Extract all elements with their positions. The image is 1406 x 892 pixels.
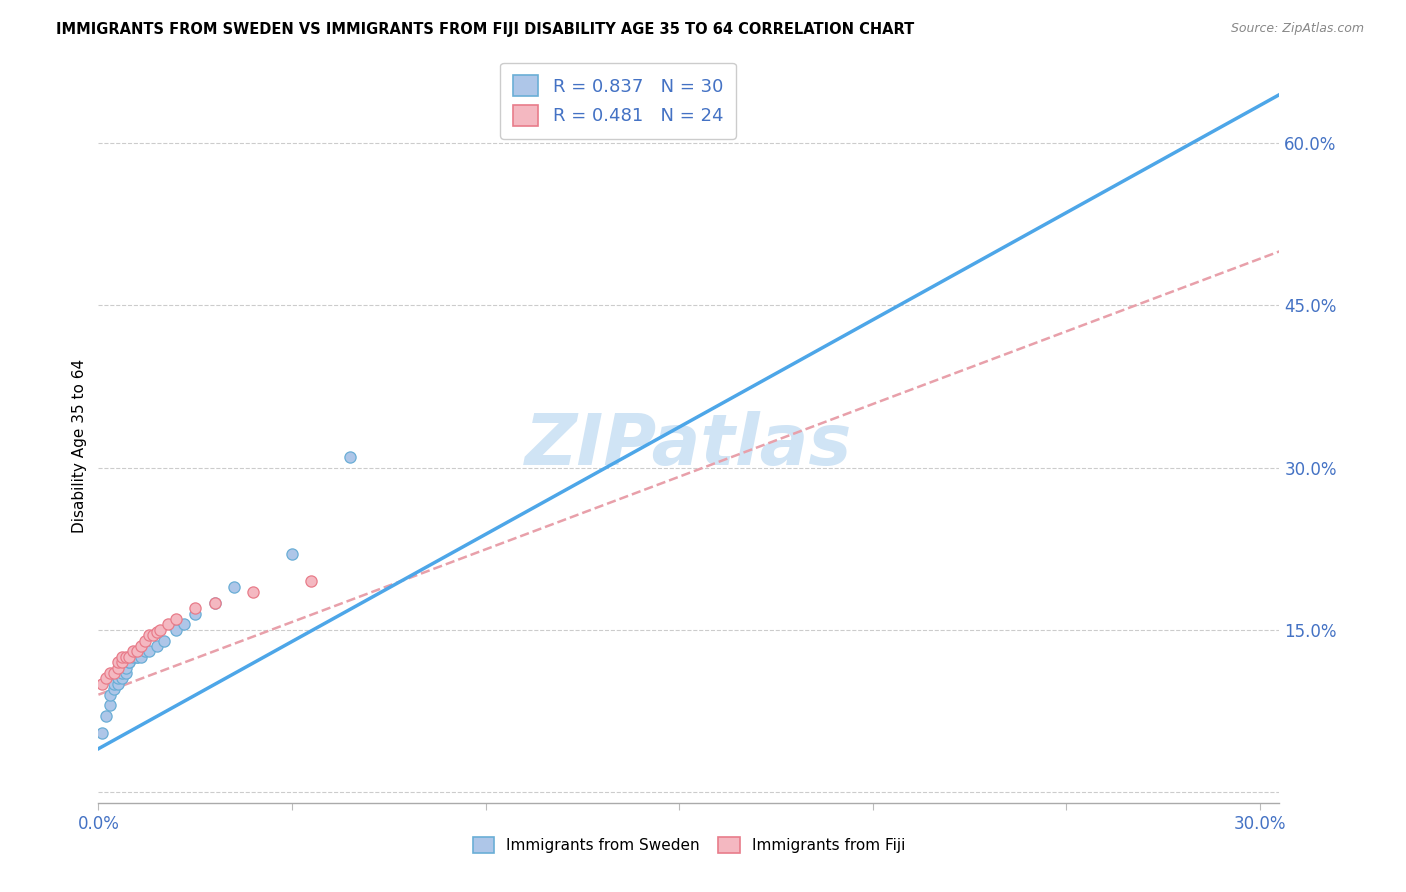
Point	[96, 709, 118, 723]
Point	[107, 655, 129, 669]
Text: IMMIGRANTS FROM SWEDEN VS IMMIGRANTS FROM FIJI DISABILITY AGE 35 TO 64 CORRELATI: IMMIGRANTS FROM SWEDEN VS IMMIGRANTS FRO…	[56, 22, 914, 37]
Point	[103, 682, 125, 697]
Point	[184, 601, 207, 615]
Point	[107, 672, 129, 686]
Point	[107, 660, 129, 674]
Point	[204, 596, 226, 610]
Point	[127, 649, 149, 664]
Point	[145, 639, 167, 653]
Point	[157, 617, 180, 632]
Point	[111, 666, 134, 681]
Point	[114, 649, 136, 664]
Point	[222, 580, 245, 594]
Point	[111, 672, 134, 686]
Point	[114, 660, 136, 674]
Point	[138, 644, 160, 658]
Point	[149, 623, 172, 637]
Point	[142, 628, 165, 642]
Y-axis label: Disability Age 35 to 64: Disability Age 35 to 64	[72, 359, 87, 533]
Point	[339, 450, 361, 464]
Point	[98, 666, 121, 681]
Point	[648, 125, 671, 139]
Point	[111, 655, 134, 669]
Point	[165, 623, 187, 637]
Point	[242, 585, 264, 599]
Point	[103, 677, 125, 691]
Point	[118, 649, 141, 664]
Point	[299, 574, 322, 589]
Point	[281, 547, 304, 561]
Point	[129, 639, 152, 653]
Point	[122, 649, 145, 664]
Point	[204, 596, 226, 610]
Point	[103, 666, 125, 681]
Point	[145, 624, 167, 639]
Point	[122, 644, 145, 658]
Point	[118, 655, 141, 669]
Text: ZIPatlas: ZIPatlas	[526, 411, 852, 481]
Point	[134, 633, 156, 648]
Legend: Immigrants from Sweden, Immigrants from Fiji: Immigrants from Sweden, Immigrants from …	[467, 831, 911, 859]
Point	[107, 677, 129, 691]
Point	[91, 725, 114, 739]
Point	[98, 698, 121, 713]
Point	[96, 672, 118, 686]
Point	[134, 644, 156, 658]
Point	[153, 633, 176, 648]
Point	[91, 677, 114, 691]
Point	[184, 607, 207, 621]
Point	[138, 628, 160, 642]
Point	[111, 649, 134, 664]
Point	[98, 688, 121, 702]
Point	[118, 655, 141, 669]
Point	[165, 612, 187, 626]
Point	[114, 666, 136, 681]
Text: Source: ZipAtlas.com: Source: ZipAtlas.com	[1230, 22, 1364, 36]
Point	[173, 617, 195, 632]
Point	[127, 649, 149, 664]
Point	[127, 644, 149, 658]
Point	[129, 649, 152, 664]
